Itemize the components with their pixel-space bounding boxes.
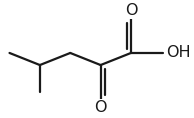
Text: O: O <box>125 3 137 18</box>
Text: OH: OH <box>166 45 190 60</box>
Text: O: O <box>94 100 107 115</box>
